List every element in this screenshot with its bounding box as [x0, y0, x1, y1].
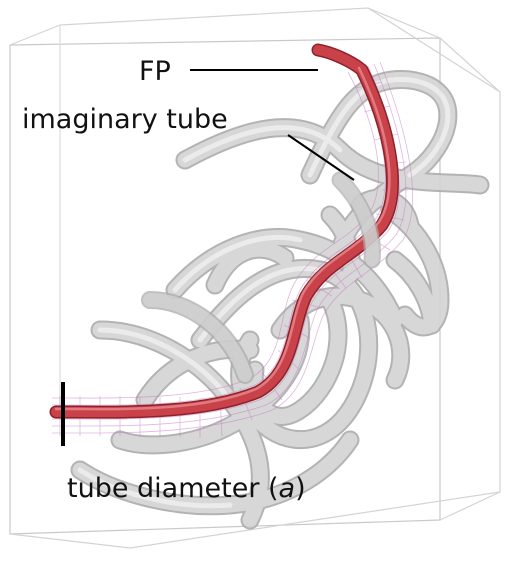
imaginary-tube-pointer-line [287, 134, 355, 181]
primitive-path [49, 43, 399, 419]
primitive-path-highlight [54, 66, 391, 411]
primitive-path-body [51, 45, 398, 418]
tube-diameter-close: ) [295, 473, 306, 504]
fp-label: FP [139, 56, 171, 87]
imaginary-tube-label: imaginary tube [22, 104, 228, 135]
box-depth-edges [9, 7, 501, 549]
surrounding-chains [70, 70, 490, 530]
tube-diameter-label-text: tube diameter ( [67, 473, 279, 504]
foreground-chains [141, 171, 381, 384]
simulation-box [9, 7, 501, 549]
tube-diameter-symbol: a [279, 473, 296, 504]
tube-diameter-label: tube diameter (a) [67, 473, 306, 504]
